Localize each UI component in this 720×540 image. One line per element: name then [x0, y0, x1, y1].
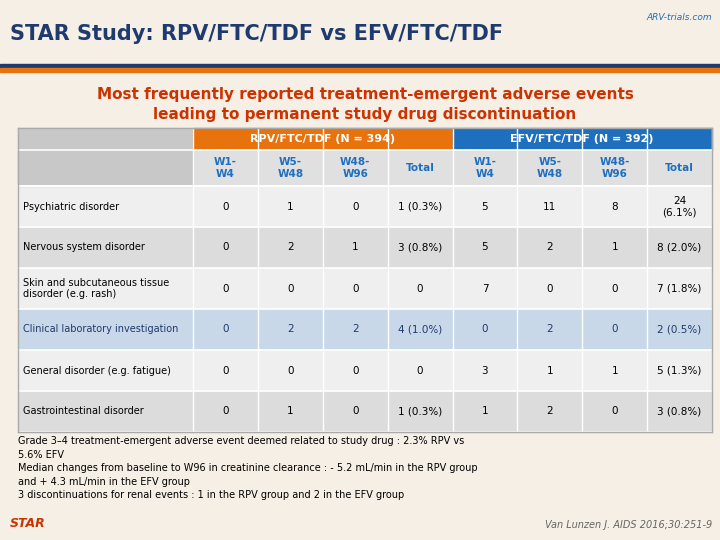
Bar [0, 68, 720, 72]
Text: 7: 7 [482, 284, 488, 294]
Text: Total: Total [665, 163, 694, 173]
Text: ARV-trials.com: ARV-trials.com [647, 14, 712, 23]
Text: 1 (0.3%): 1 (0.3%) [398, 407, 442, 416]
Text: 3: 3 [482, 366, 488, 375]
Text: 3 (0.8%): 3 (0.8%) [398, 242, 442, 253]
Text: 0: 0 [352, 407, 359, 416]
Text: 11: 11 [543, 201, 557, 212]
Text: 2: 2 [546, 242, 553, 253]
Text: 0: 0 [611, 325, 618, 334]
Text: Nervous system disorder: Nervous system disorder [23, 242, 145, 253]
Text: Most frequently reported treatment-emergent adverse events: Most frequently reported treatment-emerg… [96, 86, 634, 102]
Text: Grade 3–4 treatment-emergent adverse event deemed related to study drug : 2.3% R: Grade 3–4 treatment-emergent adverse eve… [18, 436, 477, 501]
Text: 0: 0 [352, 201, 359, 212]
Text: 8 (2.0%): 8 (2.0%) [657, 242, 702, 253]
Bar [193, 128, 452, 150]
Text: 0: 0 [222, 201, 229, 212]
Text: 1 (0.3%): 1 (0.3%) [398, 201, 442, 212]
Text: 0: 0 [611, 284, 618, 294]
Bar [452, 128, 712, 150]
Text: 24
(6.1%): 24 (6.1%) [662, 195, 697, 217]
Text: 0: 0 [352, 366, 359, 375]
Text: RPV/FTC/TDF (N = 394): RPV/FTC/TDF (N = 394) [250, 134, 395, 144]
Text: 0: 0 [222, 284, 229, 294]
Bar [18, 128, 193, 150]
Bar [18, 350, 712, 391]
Text: 2: 2 [287, 325, 294, 334]
Text: 1: 1 [611, 366, 618, 375]
Text: 3 (0.8%): 3 (0.8%) [657, 407, 702, 416]
Text: 4 (1.0%): 4 (1.0%) [398, 325, 442, 334]
Text: W1-
W4: W1- W4 [474, 157, 496, 179]
Text: 0: 0 [222, 325, 229, 334]
Text: 2: 2 [287, 242, 294, 253]
Text: 0: 0 [222, 366, 229, 375]
Text: Skin and subcutaneous tissue
disorder (e.g. rash): Skin and subcutaneous tissue disorder (e… [23, 278, 169, 299]
Text: 5: 5 [482, 201, 488, 212]
Text: W5-
W48: W5- W48 [536, 157, 563, 179]
Text: W48-
W96: W48- W96 [600, 157, 630, 179]
Text: General disorder (e.g. fatigue): General disorder (e.g. fatigue) [23, 366, 171, 375]
Text: 1: 1 [482, 407, 488, 416]
Text: EFV/FTC/TDF (N = 392): EFV/FTC/TDF (N = 392) [510, 134, 654, 144]
Text: STAR: STAR [10, 517, 46, 530]
Text: Total: Total [405, 163, 434, 173]
Text: 8: 8 [611, 201, 618, 212]
Text: 5 (1.3%): 5 (1.3%) [657, 366, 702, 375]
Text: 0: 0 [546, 284, 553, 294]
Bar [18, 391, 712, 432]
Text: STAR Study: RPV/FTC/TDF vs EFV/FTC/TDF: STAR Study: RPV/FTC/TDF vs EFV/FTC/TDF [10, 24, 503, 44]
Text: 0: 0 [417, 366, 423, 375]
Text: 1: 1 [352, 242, 359, 253]
Text: 2: 2 [546, 407, 553, 416]
Bar [18, 227, 712, 268]
Text: 0: 0 [352, 284, 359, 294]
Bar [18, 150, 712, 186]
Text: 2 (0.5%): 2 (0.5%) [657, 325, 702, 334]
Text: 2: 2 [546, 325, 553, 334]
Text: Clinical laboratory investigation: Clinical laboratory investigation [23, 325, 179, 334]
Bar [18, 268, 712, 309]
Bar [18, 186, 712, 227]
Bar [0, 0, 720, 68]
Text: 1: 1 [611, 242, 618, 253]
Bar [18, 309, 712, 350]
Text: leading to permanent study drug discontinuation: leading to permanent study drug disconti… [153, 106, 577, 122]
Text: 0: 0 [287, 366, 294, 375]
Text: 0: 0 [222, 242, 229, 253]
Text: W5-
W48: W5- W48 [277, 157, 303, 179]
Text: Gastrointestinal disorder: Gastrointestinal disorder [23, 407, 144, 416]
Text: 0: 0 [482, 325, 488, 334]
Text: Psychiatric disorder: Psychiatric disorder [23, 201, 119, 212]
Text: 0: 0 [222, 407, 229, 416]
Text: 0: 0 [287, 284, 294, 294]
Text: 1: 1 [546, 366, 553, 375]
Bar [0, 64, 720, 68]
Text: W1-
W4: W1- W4 [214, 157, 237, 179]
Text: Van Lunzen J. AIDS 2016;30:251-9: Van Lunzen J. AIDS 2016;30:251-9 [545, 520, 712, 530]
Text: 0: 0 [611, 407, 618, 416]
Text: W48-
W96: W48- W96 [340, 157, 370, 179]
Text: 1: 1 [287, 407, 294, 416]
Text: 1: 1 [287, 201, 294, 212]
Bar [18, 150, 193, 186]
Text: 2: 2 [352, 325, 359, 334]
Text: 7 (1.8%): 7 (1.8%) [657, 284, 702, 294]
Text: 0: 0 [417, 284, 423, 294]
Text: 5: 5 [482, 242, 488, 253]
